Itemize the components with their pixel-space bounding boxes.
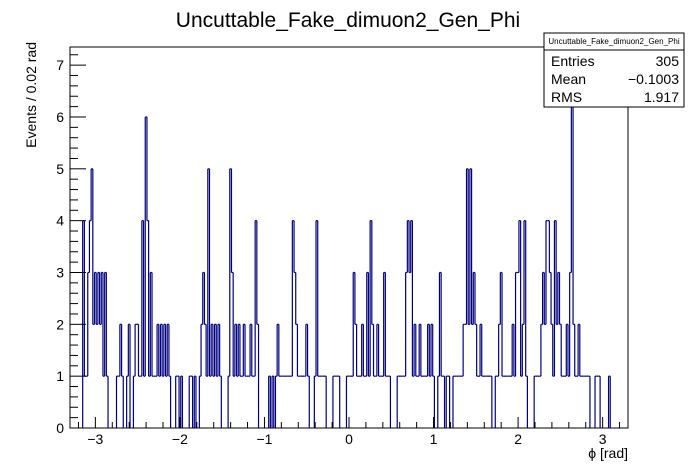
y-tick-label: 1 <box>56 368 64 384</box>
stats-entries-value: 305 <box>656 53 680 69</box>
x-tick-label: 0 <box>345 431 353 447</box>
x-tick-label: −2 <box>172 431 188 447</box>
stats-mean-value: −0.1003 <box>628 71 679 87</box>
x-tick-label: 1 <box>430 431 438 447</box>
y-tick-label: 7 <box>56 57 64 73</box>
stats-mean-label: Mean <box>551 71 586 87</box>
x-tick-label: 2 <box>514 431 522 447</box>
stats-box-header: Uncuttable_Fake_dimuon2_Gen_Phi <box>548 37 679 46</box>
x-axis-title: ϕ [rad] <box>588 445 628 461</box>
x-tick-label: −1 <box>256 431 272 447</box>
stats-entries-label: Entries <box>551 53 595 69</box>
y-axis-title: Events / 0.02 rad <box>23 42 39 148</box>
y-tick-label: 5 <box>56 161 64 177</box>
y-tick-label: 3 <box>56 264 64 280</box>
x-tick-label: −3 <box>87 431 103 447</box>
stats-box-frame <box>543 32 685 108</box>
chart-title: Uncuttable_Fake_dimuon2_Gen_Phi <box>176 9 520 32</box>
plot-area: −3 −2 −1 0 1 2 3 0 1 2 3 4 5 6 7 <box>56 46 629 447</box>
y-tick-label: 6 <box>56 109 64 125</box>
stats-rms-label: RMS <box>551 89 582 105</box>
stats-rms-value: 1.917 <box>644 89 679 105</box>
x-tick-label: 3 <box>599 431 607 447</box>
stats-box: Uncuttable_Fake_dimuon2_Gen_Phi Entries … <box>543 32 685 108</box>
y-tick-label: 4 <box>56 213 64 229</box>
y-tick-label: 0 <box>56 420 64 436</box>
y-tick-label: 2 <box>56 316 64 332</box>
